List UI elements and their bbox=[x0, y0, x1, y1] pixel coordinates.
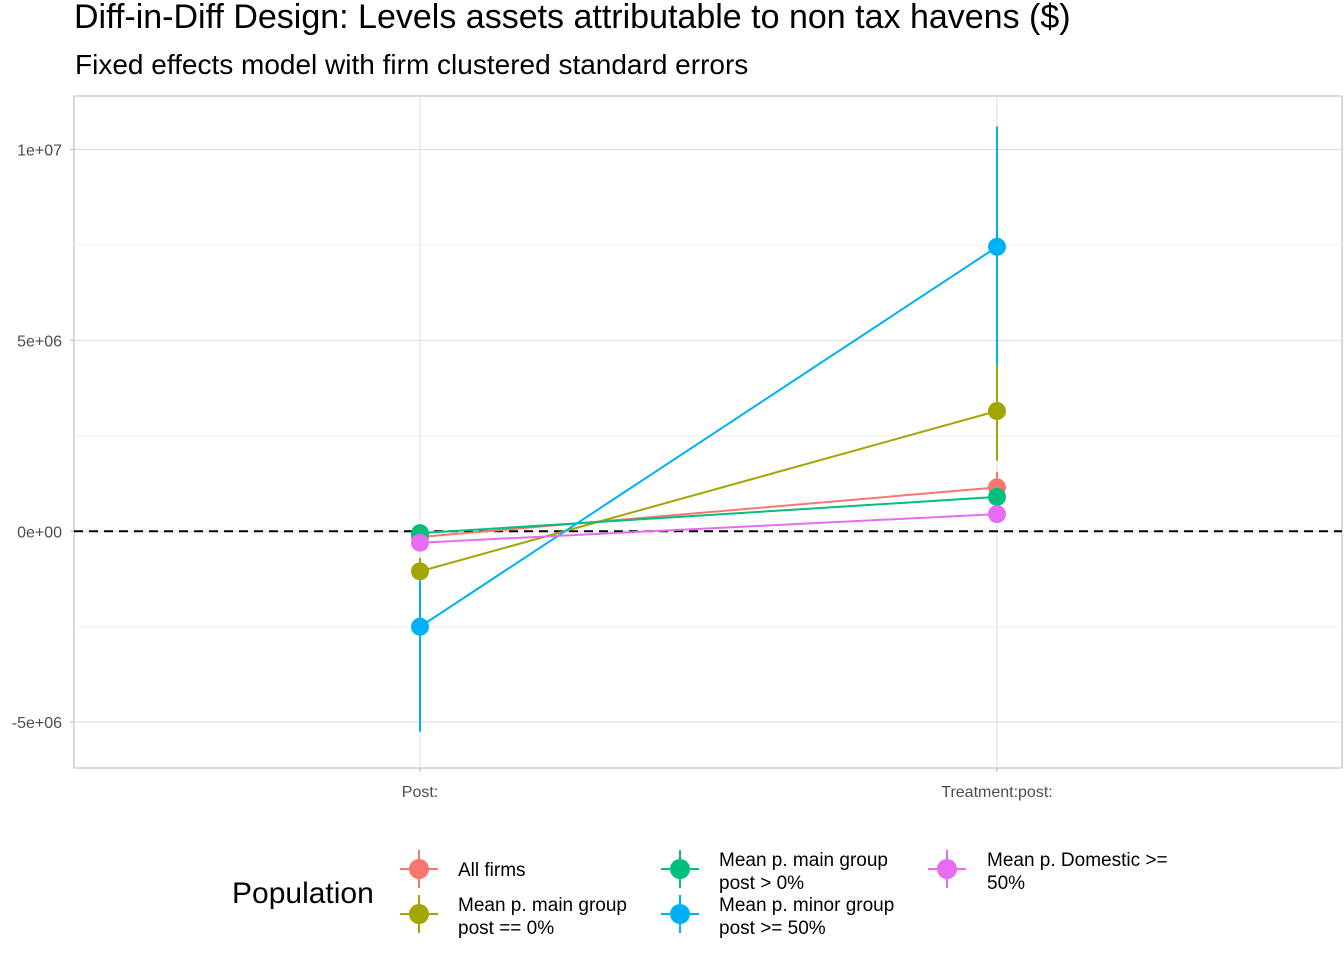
data-point bbox=[411, 533, 429, 552]
legend-label: post == 0% bbox=[458, 918, 554, 939]
legend-label: Mean p. minor group bbox=[719, 895, 894, 916]
series-line bbox=[419, 513, 998, 544]
series-line bbox=[419, 486, 998, 538]
chart-subtitle: Fixed effects model with firm clustered … bbox=[75, 49, 748, 80]
legend-label: All firms bbox=[458, 860, 526, 881]
legend-label: 50% bbox=[987, 873, 1025, 894]
legend-label: post >= 50% bbox=[719, 918, 826, 939]
plot-border bbox=[73, 95, 1343, 769]
series-line bbox=[419, 245, 998, 628]
series-line bbox=[419, 495, 998, 535]
data-point bbox=[988, 505, 1006, 524]
legend-label: post > 0% bbox=[719, 873, 804, 894]
legend-label: Mean p. main group bbox=[458, 895, 627, 916]
legend-key-point bbox=[937, 859, 957, 879]
data-point bbox=[988, 237, 1006, 256]
data-point bbox=[988, 402, 1006, 420]
y-tick-label: 0e+00 bbox=[17, 524, 62, 541]
legend-title: Population bbox=[232, 877, 374, 910]
x-tick-label: Post: bbox=[402, 784, 438, 801]
data-point bbox=[988, 487, 1006, 506]
legend-key-point bbox=[409, 904, 429, 924]
x-tick-label: Treatment:post: bbox=[941, 784, 1052, 801]
y-tick-label: 5e+06 bbox=[17, 333, 62, 350]
y-tick-label: 1e+07 bbox=[17, 142, 62, 159]
chart-title: Diff-in-Diff Design: Levels assets attri… bbox=[74, 0, 1071, 36]
legend-key-point bbox=[409, 859, 429, 879]
legend-label: Mean p. Domestic >= bbox=[987, 850, 1168, 871]
series-line bbox=[419, 410, 998, 573]
y-tick-label: -5e+06 bbox=[12, 715, 62, 732]
plot-area: -5e+06 0e+00 5e+06 1e+07 Post: Treatment:post… bbox=[12, 95, 1343, 801]
data-point bbox=[411, 617, 429, 636]
legend-label: Mean p. main group bbox=[719, 850, 888, 871]
legend-key-point bbox=[670, 904, 690, 924]
data-point bbox=[411, 562, 429, 581]
legend-key-point bbox=[670, 859, 690, 879]
